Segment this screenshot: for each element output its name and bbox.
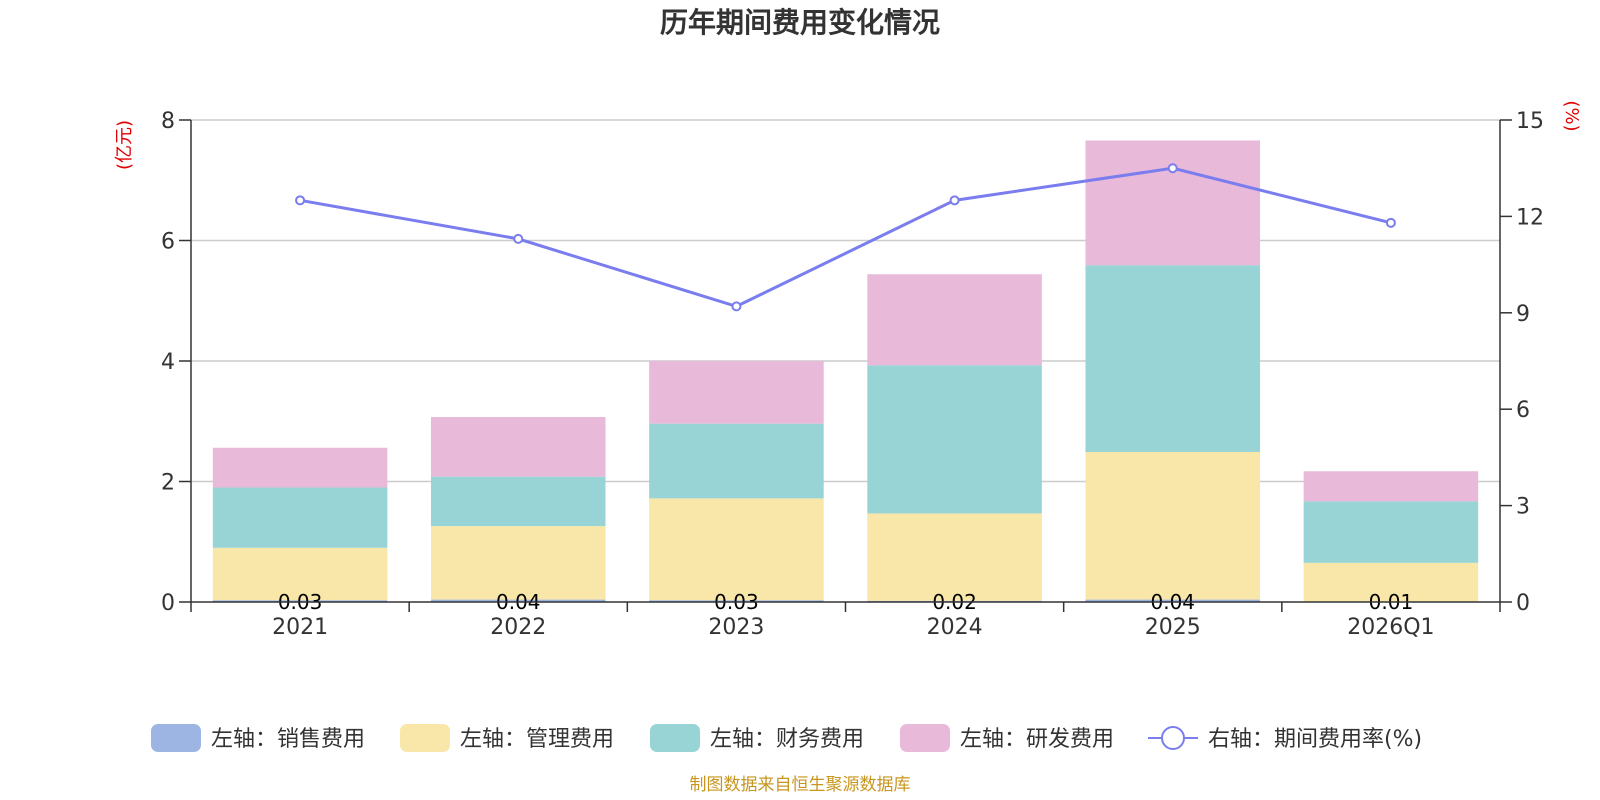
legend-swatch	[151, 724, 201, 752]
bar-segment	[430, 417, 606, 477]
left-axis-tick-label: 0	[161, 591, 175, 616]
x-axis-tick-label: 2024	[927, 615, 983, 640]
bar-segment	[1303, 562, 1479, 602]
left-axis-unit: (亿元)	[114, 120, 135, 170]
x-axis-tick-label: 2021	[272, 615, 328, 640]
x-axis-tick-label: 2025	[1145, 615, 1201, 640]
legend-swatch	[900, 724, 950, 752]
bar-segment	[1085, 265, 1261, 452]
bar-segment	[649, 498, 824, 601]
right-axis-tick-label: 6	[1516, 398, 1530, 423]
right-axis-tick-label: 0	[1516, 591, 1530, 616]
left-axis-tick-label: 2	[161, 471, 175, 496]
rate-line	[299, 166, 1392, 308]
line-layer	[295, 163, 1396, 312]
bar-segment	[430, 526, 606, 600]
chart-title: 历年期间费用变化情况	[660, 6, 940, 39]
bar-segment	[212, 447, 388, 488]
x-axis-tick-label: 2023	[708, 615, 764, 640]
left-axis-tick-label: 6	[161, 230, 175, 255]
right-axis-tick-label: 9	[1516, 302, 1530, 327]
axes-layer: 0 2 4 6 8 0 3 6 9 12 15 2021 2022 2023 2024 2025 2026Q1	[161, 109, 1544, 640]
bar-segment	[649, 423, 824, 499]
x-axis-tick-label: 2022	[490, 615, 546, 640]
bar-segment	[1085, 599, 1261, 602]
x-axis-tick-label: 2026Q1	[1347, 615, 1434, 640]
bar-segment	[649, 361, 824, 424]
right-axis-tick-label: 3	[1516, 495, 1530, 520]
legend-swatch	[650, 724, 700, 752]
bar-segment	[212, 547, 388, 601]
left-axis-tick-label: 8	[161, 109, 175, 134]
bar-segment	[867, 274, 1042, 366]
rate-point	[949, 195, 960, 206]
bar-segment	[212, 487, 388, 548]
rate-point	[731, 301, 742, 312]
bar-segment	[430, 476, 606, 527]
legend-swatch	[400, 724, 450, 752]
bar-segment	[867, 513, 1042, 601]
legend-line-marker	[1161, 726, 1185, 750]
bar-segment	[867, 365, 1042, 514]
legend-label: 左轴：销售费用	[211, 727, 365, 752]
bar-segment	[1303, 471, 1479, 502]
legend: 左轴：销售费用 左轴：管理费用 左轴：财务费用 左轴：研发费用 右轴：期间费用率(%)	[151, 724, 1422, 752]
legend-label: 左轴：研发费用	[960, 727, 1114, 752]
right-axis-tick-label: 15	[1516, 109, 1544, 134]
rate-point	[1385, 217, 1396, 228]
right-axis-tick-label: 12	[1516, 205, 1544, 230]
source-note: 制图数据来自恒生聚源数据库	[690, 775, 911, 795]
legend-label: 右轴：期间费用率(%)	[1208, 727, 1422, 752]
rate-point	[1167, 163, 1178, 174]
left-axis-tick-label: 4	[161, 350, 175, 375]
bar-segment	[1085, 140, 1261, 266]
rate-point	[295, 195, 306, 206]
bars-layer	[212, 140, 1479, 602]
bar-segment	[430, 599, 606, 602]
grid-lines	[191, 119, 1500, 483]
rate-point	[513, 233, 524, 244]
bar-segment	[1303, 501, 1479, 563]
right-axis-unit: (%)	[1561, 100, 1582, 131]
legend-label: 左轴：财务费用	[710, 727, 864, 752]
bar-segment	[212, 600, 388, 602]
bar-segment	[649, 600, 824, 602]
bar-segment	[1085, 451, 1261, 600]
legend-label: 左轴：管理费用	[460, 727, 614, 752]
